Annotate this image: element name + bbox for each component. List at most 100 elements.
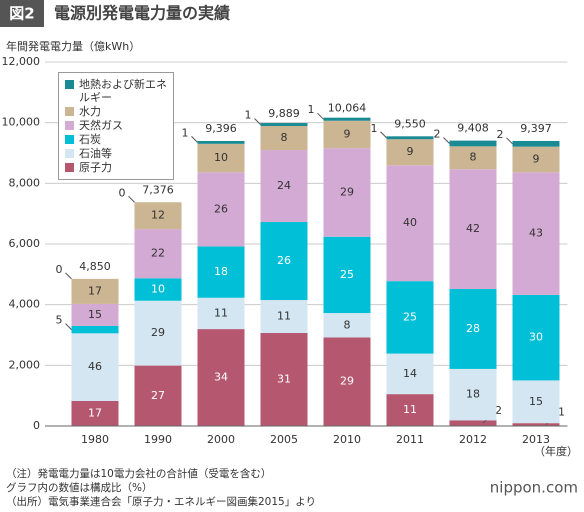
bar-segment [386,394,434,426]
segment-label: 24 [277,179,291,192]
segment-label: 0 [56,263,63,276]
segment-label: 29 [340,185,354,198]
y-tick-label: 12,000 [2,55,41,68]
segment-label: 1 [182,126,189,139]
bar-segment [71,303,119,326]
segment-label: 2 [434,127,441,140]
bar-segment [197,172,245,247]
y-tick-label: 10,000 [2,116,41,129]
bar-segment [323,117,371,121]
bar-segment [260,150,308,223]
logo: nippon.com [490,479,578,497]
bar-segment [449,169,497,290]
bar-segment [323,148,371,237]
bar-segment [512,380,560,424]
segment-label: 11 [277,310,291,323]
bar-segment [386,281,434,354]
segment-label: 27 [151,389,165,402]
total-label: 9,550 [394,117,426,130]
segment-label: 5 [56,314,63,327]
segment-label: 29 [151,326,165,339]
bar-segment [134,300,182,366]
bar-segment [323,120,371,149]
bar-segment [512,172,560,295]
bar-segment [197,297,245,330]
legend-swatch [65,163,74,172]
segment-label: 9 [533,152,540,165]
bar-segment [71,333,119,401]
legend-item: 石油等 [65,147,169,160]
y-tick-label: 4,000 [9,298,41,311]
bar-segment [260,126,308,151]
total-label: 9,408 [457,122,489,135]
bar-segment [449,420,497,426]
segment-label: 14 [403,367,417,380]
bar-segment [449,140,497,147]
bar-segment [134,229,182,279]
x-tick-label: 2000 [207,433,235,446]
bar-segment [512,146,560,173]
segment-label: 11 [214,306,228,319]
bar-segment [71,278,119,304]
segment-label: 1 [245,109,252,122]
bar-segment [134,278,182,301]
note: （注）発電電力量は10電力会社の合計値（受電を含む） [6,467,271,480]
segment-label: 10 [214,151,228,164]
bar-segment [323,337,371,426]
bar-segment [386,353,434,395]
bar-segment [386,139,434,166]
segment-label: 1 [371,122,378,135]
x-tick-label: 2012 [459,433,487,446]
bar-segment [197,246,245,298]
x-tick-label: 2011 [396,433,424,446]
x-axis-label: （年度） [534,444,578,458]
segment-label: 25 [340,268,354,281]
y-tick-label: 2,000 [9,358,41,371]
y-tick-label: 0 [33,419,40,432]
segment-label: 22 [151,247,165,260]
legend-label: 原子力 [79,161,112,174]
legend-swatch [65,135,74,144]
segment-label: 31 [277,373,291,386]
bar-segment [449,146,497,170]
bar-segment [260,333,308,426]
bar-segment [512,423,560,426]
leader-line [443,137,450,144]
segment-label: 9 [407,145,414,158]
segment-label: 18 [466,388,480,401]
segment-label: 2 [495,404,502,417]
legend-item: 地熱および新エネルギー [65,78,169,104]
total-label: 9,396 [205,122,237,135]
segment-label: 1 [308,103,315,116]
segment-label: 34 [214,371,228,384]
leader-line [128,195,135,203]
segment-label: 29 [340,375,354,388]
bar-segment [197,329,245,426]
leader-line [254,118,261,125]
bar-segment [260,300,308,334]
legend-item: 天然ガス [65,119,169,132]
segment-label: 11 [403,403,417,416]
segment-label: 18 [214,265,228,278]
total-label: 9,397 [520,122,552,135]
bar-segment [512,140,560,147]
total-label: 10,064 [328,102,367,115]
segment-label: 28 [466,322,480,335]
legend-swatch [65,80,74,89]
segment-label: 25 [403,310,417,323]
bar-segment [134,202,182,230]
chart-title: 電源別発電電力量の実績 [54,4,230,23]
segment-label: 42 [466,222,480,235]
x-tick-label: 2010 [333,433,361,446]
total-label: 7,376 [142,183,174,196]
segment-label: 2 [497,128,504,141]
x-tick-label: 1990 [144,433,172,446]
segment-label: 0 [119,186,126,199]
leader-line [506,137,513,145]
bar-segment [323,236,371,314]
bar-segment [71,325,119,334]
leader-line [65,272,72,280]
badge: 図2 [9,5,34,23]
segment-label: 12 [151,209,165,222]
